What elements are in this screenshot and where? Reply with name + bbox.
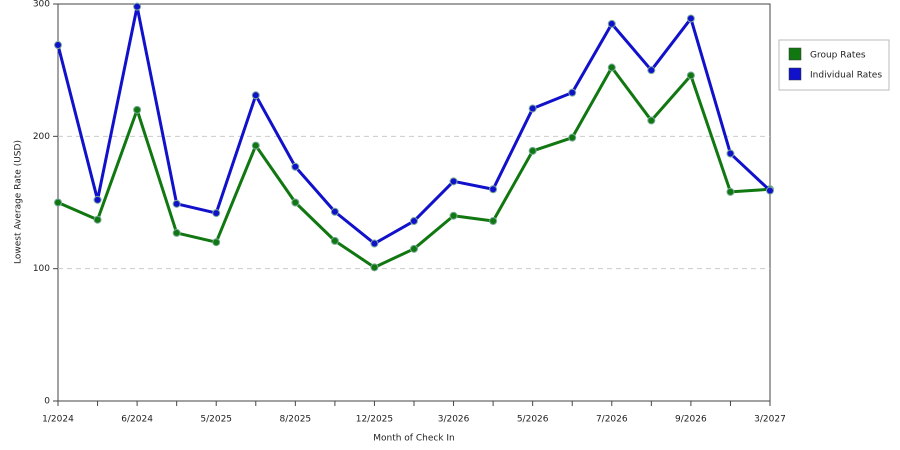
x-tick-label: 9/2026 [675,415,707,425]
data-point [370,239,379,248]
data-point [726,149,735,158]
y-tick-label: 0 [44,397,50,407]
data-point [172,228,181,237]
data-point [449,211,458,220]
data-point [133,2,142,11]
data-point [54,41,62,50]
x-tick-label: 6/2024 [121,415,153,425]
x-tick-label: 5/2025 [200,415,232,425]
data-point [212,238,221,247]
data-point [568,88,577,97]
data-point [766,186,774,195]
legend-box [778,39,890,91]
data-point [251,141,260,150]
data-point [647,116,656,125]
data-point [647,66,656,75]
x-tick-label: 5/2026 [517,415,549,425]
data-point [686,14,695,23]
x-tick-label: 8/2025 [279,415,311,425]
plot-area [57,3,771,402]
data-point [251,91,260,100]
data-point [291,198,300,207]
data-point [528,146,537,155]
legend-label: Group Rates [810,51,866,61]
data-point [568,133,577,142]
data-point [212,209,221,218]
data-point [607,19,616,28]
data-point [489,185,498,194]
data-point [726,187,735,196]
y-tick-label: 100 [33,264,50,274]
data-point [291,162,300,171]
data-point [133,105,142,114]
y-axis-label: Lowest Average Rate (USD) [14,140,24,264]
legend-swatch [788,67,802,81]
data-point [330,207,339,216]
data-point [410,217,418,226]
data-point [370,263,379,272]
data-point [686,71,695,80]
data-point [172,199,181,208]
data-point [93,195,102,204]
x-axis-label: Month of Check In [373,434,455,444]
y-tick-label: 200 [33,132,50,142]
x-tick-label: 7/2026 [596,415,628,425]
legend-label: Individual Rates [810,71,882,81]
data-point [528,104,537,113]
data-point [330,236,339,245]
data-point [410,244,418,253]
data-point [449,177,458,186]
x-tick-label: 3/2027 [754,415,786,425]
x-tick-label: 12/2025 [356,415,393,425]
data-point [93,215,102,224]
y-tick-label: 300 [33,0,50,10]
x-tick-label: 3/2026 [438,415,470,425]
x-tick-label: 1/2024 [42,415,74,425]
data-point [607,63,616,72]
legend-swatch [788,47,802,61]
data-point [54,198,62,207]
data-point [489,217,498,226]
